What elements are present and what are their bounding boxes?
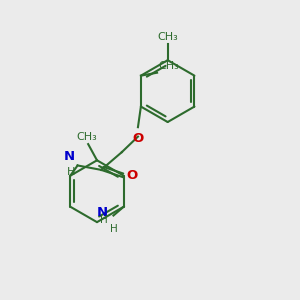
Text: H: H [100,215,108,225]
Text: H: H [110,224,118,234]
Text: O: O [132,133,144,146]
Text: CH₃: CH₃ [76,132,97,142]
Text: O: O [127,169,138,182]
Text: H: H [67,167,75,177]
Text: N: N [97,206,108,219]
Text: N: N [64,150,75,163]
Text: CH₃: CH₃ [157,32,178,42]
Text: CH₃: CH₃ [159,61,179,71]
